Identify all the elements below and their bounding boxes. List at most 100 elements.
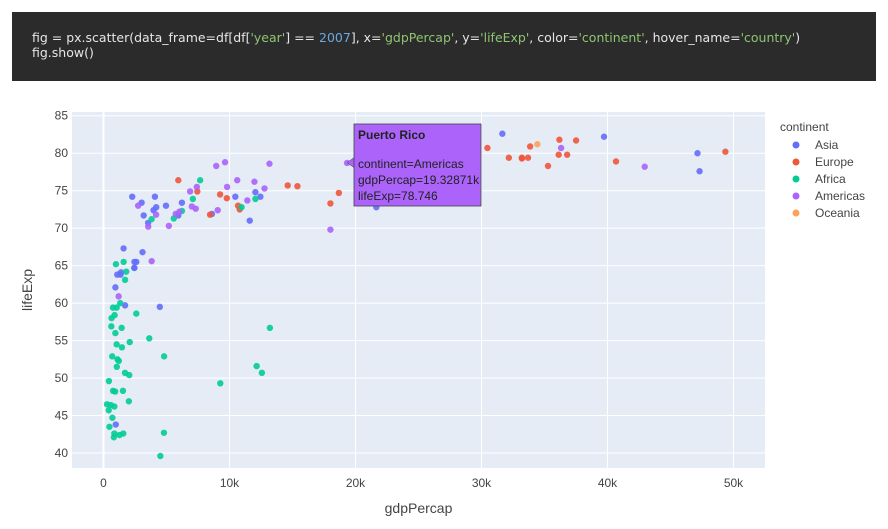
data-point (152, 211, 160, 218)
data-point (572, 137, 580, 144)
data-point (134, 202, 142, 209)
data-point (266, 160, 273, 167)
data-point (499, 130, 506, 137)
data-point (151, 193, 159, 200)
data-point (114, 356, 121, 363)
x-tick-label: 50k (724, 476, 744, 490)
data-point (109, 414, 116, 421)
data-point (244, 197, 251, 204)
data-point (112, 284, 119, 291)
data-point (153, 203, 160, 211)
data-point (189, 195, 197, 203)
data-point (108, 323, 115, 330)
data-point (600, 133, 608, 140)
data-point (112, 329, 119, 337)
data-point (555, 151, 562, 158)
data-point (233, 177, 241, 184)
data-point (121, 302, 129, 309)
code-token: 2007 (319, 30, 351, 45)
data-point (534, 141, 541, 148)
code-token: 'gdpPercap' (381, 30, 455, 45)
y-tick-label: 50 (55, 371, 69, 385)
data-point (116, 431, 123, 439)
legend-item: Europe (815, 155, 854, 169)
data-point (120, 245, 127, 252)
y-tick-label: 55 (55, 334, 69, 348)
data-point (252, 195, 259, 203)
data-point (294, 182, 301, 190)
data-point (140, 212, 147, 219)
hover-continent: continent=Americas (358, 157, 464, 171)
data-point (544, 162, 552, 170)
x-tick-label: 30k (472, 476, 492, 490)
code-token: 'year' (250, 30, 286, 45)
x-axis-title: gdpPercap (385, 500, 453, 516)
data-point (238, 203, 245, 211)
data-point (221, 159, 229, 166)
data-point (172, 210, 179, 218)
code-token: , hover_name= (644, 30, 741, 45)
data-point (524, 154, 532, 161)
data-point (146, 335, 153, 342)
data-point (258, 369, 266, 377)
y-tick-label: 45 (55, 409, 69, 423)
data-point (105, 377, 113, 385)
data-point (131, 264, 138, 272)
data-point (112, 421, 119, 428)
data-point (133, 310, 140, 317)
data-point (139, 248, 146, 256)
data-point (111, 388, 119, 395)
scatter-plot[interactable]: 0 10k 20k 30k 40k 50k 40 45 50 55 60 65 70 75 80 85 gdpP… (0, 95, 888, 529)
data-point (327, 200, 334, 207)
legend-title: continent (780, 120, 829, 134)
data-point (113, 341, 120, 348)
legend-marker (792, 209, 800, 217)
data-point (722, 148, 729, 155)
code-cell[interactable]: fig = px.scatter(data_frame=df[df['year'… (12, 12, 876, 81)
data-point (160, 429, 168, 436)
hover-lifeexp: lifeExp=78.746 (358, 189, 438, 203)
data-point (111, 403, 118, 410)
legend-item: Asia (815, 138, 839, 152)
data-point (327, 226, 334, 233)
data-point (193, 183, 201, 191)
code-token: ] == (285, 30, 320, 45)
data-point (145, 223, 152, 230)
code-token: 'country' (740, 30, 796, 45)
code-token: ) (795, 30, 801, 45)
legend-item: Africa (815, 172, 846, 186)
data-point (111, 430, 118, 437)
data-point (118, 344, 126, 351)
data-point (121, 369, 129, 377)
data-point (165, 222, 173, 230)
data-point (129, 193, 136, 200)
code-token: 'lifeExp' (480, 30, 530, 45)
legend-marker (792, 158, 800, 166)
data-point (696, 168, 703, 175)
data-point (148, 257, 155, 265)
data-point (133, 258, 140, 266)
code-token: , y= (454, 30, 481, 45)
data-point (126, 338, 133, 346)
x-tick-label: 0 (100, 476, 107, 490)
y-tick-label: 80 (55, 146, 69, 160)
data-point (284, 182, 291, 189)
data-point (117, 299, 124, 307)
data-point (335, 189, 343, 197)
y-tick-label: 75 (55, 184, 69, 198)
data-point (115, 293, 122, 300)
x-tick-label: 40k (598, 476, 618, 490)
data-point (117, 271, 124, 278)
data-point (612, 158, 620, 165)
data-point (157, 452, 164, 460)
data-point (556, 136, 563, 143)
data-point (252, 188, 259, 196)
data-point (251, 178, 258, 185)
y-axis-title: lifeExp (19, 269, 35, 311)
data-point (505, 154, 513, 161)
data-point (112, 260, 120, 268)
data-point (178, 199, 186, 206)
data-point (266, 324, 274, 332)
data-point (186, 188, 194, 195)
data-point (694, 150, 701, 157)
